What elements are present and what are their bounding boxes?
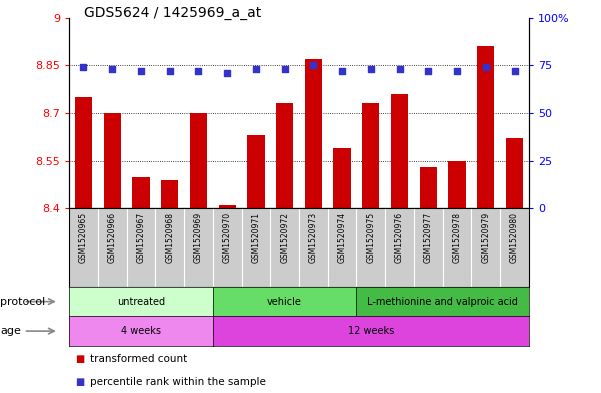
Text: GSM1520975: GSM1520975	[367, 212, 376, 263]
Bar	[419, 167, 437, 208]
Bar	[391, 94, 408, 208]
Text: GSM1520970: GSM1520970	[222, 212, 231, 263]
Text: GSM1520974: GSM1520974	[338, 212, 347, 263]
Text: transformed count: transformed count	[90, 354, 188, 364]
Text: GSM1520976: GSM1520976	[395, 212, 404, 263]
Point	[366, 66, 376, 72]
Point	[165, 68, 174, 74]
Text: GSM1520977: GSM1520977	[424, 212, 433, 263]
Text: GSM1520980: GSM1520980	[510, 212, 519, 263]
Bar	[334, 148, 351, 208]
Bar	[75, 97, 92, 208]
Point	[280, 66, 290, 72]
Bar	[161, 180, 178, 208]
Bar	[362, 103, 379, 208]
Point	[194, 68, 203, 74]
Point	[452, 68, 462, 74]
Bar	[305, 59, 322, 208]
Text: vehicle: vehicle	[267, 297, 302, 307]
Text: 12 weeks: 12 weeks	[348, 326, 394, 336]
Text: ■: ■	[75, 354, 84, 364]
Text: GSM1520965: GSM1520965	[79, 212, 88, 263]
Text: GDS5624 / 1425969_a_at: GDS5624 / 1425969_a_at	[84, 6, 261, 20]
Point	[395, 66, 404, 72]
Bar	[132, 176, 150, 208]
Bar	[477, 46, 495, 208]
Point	[337, 68, 347, 74]
Text: GSM1520966: GSM1520966	[108, 212, 117, 263]
Text: GSM1520973: GSM1520973	[309, 212, 318, 263]
Point	[424, 68, 433, 74]
Text: GSM1520968: GSM1520968	[165, 212, 174, 263]
Bar	[219, 205, 236, 208]
Text: ■: ■	[75, 377, 84, 387]
Point	[79, 64, 88, 70]
Text: age: age	[0, 326, 21, 336]
Text: protocol: protocol	[0, 297, 45, 307]
Point	[251, 66, 261, 72]
Point	[136, 68, 146, 74]
Point	[308, 62, 318, 68]
Text: GSM1520979: GSM1520979	[481, 212, 490, 263]
Point	[108, 66, 117, 72]
Text: percentile rank within the sample: percentile rank within the sample	[90, 377, 266, 387]
Point	[510, 68, 519, 74]
Text: GSM1520969: GSM1520969	[194, 212, 203, 263]
Text: GSM1520971: GSM1520971	[251, 212, 260, 263]
Bar	[247, 135, 264, 208]
Bar	[448, 161, 466, 208]
Text: 4 weeks: 4 weeks	[121, 326, 161, 336]
Bar	[103, 113, 121, 208]
Point	[481, 64, 490, 70]
Bar	[276, 103, 293, 208]
Text: L-methionine and valproic acid: L-methionine and valproic acid	[367, 297, 518, 307]
Text: GSM1520967: GSM1520967	[136, 212, 145, 263]
Text: GSM1520978: GSM1520978	[453, 212, 462, 263]
Bar	[190, 113, 207, 208]
Text: untreated: untreated	[117, 297, 165, 307]
Point	[222, 70, 232, 76]
Bar	[506, 138, 523, 208]
Text: GSM1520972: GSM1520972	[280, 212, 289, 263]
